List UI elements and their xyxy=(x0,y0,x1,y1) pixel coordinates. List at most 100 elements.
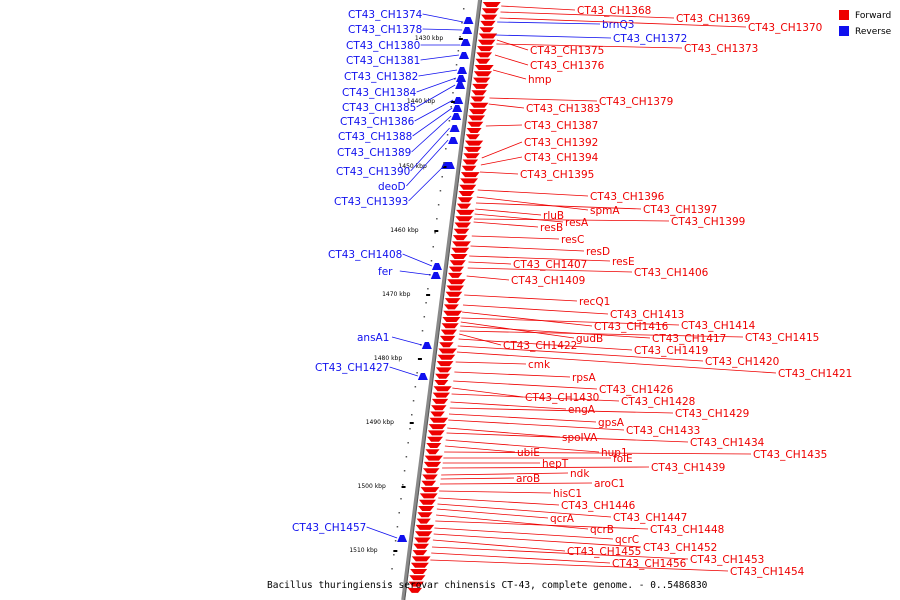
tick-label: 1490 kbp xyxy=(366,419,394,426)
forward-gene xyxy=(439,342,454,348)
forward-gene-label: CT43_CH1414 xyxy=(681,320,756,332)
forward-gene-label: resA xyxy=(565,217,589,229)
forward-gene xyxy=(429,417,449,423)
reverse-gene xyxy=(457,67,468,74)
forward-gene-label: CT43_CH1435 xyxy=(753,449,827,461)
forward-gene xyxy=(409,575,426,581)
track-dot xyxy=(396,526,399,528)
forward-gene-label: CT43_CH1368 xyxy=(577,5,651,17)
reverse-gene-label: CT43_CH1457 xyxy=(292,522,366,534)
forward-gene xyxy=(477,46,494,52)
forward-gene-label: folE xyxy=(613,453,633,465)
tick-mark xyxy=(426,294,431,296)
forward-gene xyxy=(448,272,463,278)
forward-gene xyxy=(427,430,445,436)
forward-gene-label: hepT xyxy=(542,458,569,470)
forward-gene xyxy=(437,354,456,360)
forward-gene-label: hisC1 xyxy=(553,488,582,500)
forward-gene xyxy=(444,298,461,304)
tick-mark xyxy=(409,422,414,424)
reverse-gene-label: CT43_CH1380 xyxy=(346,40,420,52)
forward-leader-line xyxy=(462,311,593,327)
forward-gene-label: CT43_CH1420 xyxy=(705,356,779,368)
forward-leader-line xyxy=(460,325,651,339)
tick-mark xyxy=(450,101,455,103)
track-dot xyxy=(403,470,406,472)
forward-gene-label: CT43_CH1452 xyxy=(643,542,717,554)
forward-gene xyxy=(481,8,500,14)
forward-gene xyxy=(455,216,473,222)
reverse-gene xyxy=(448,137,459,144)
track-dot xyxy=(411,414,413,416)
tick-label: 1470 kbp xyxy=(382,291,410,298)
reverse-gene xyxy=(460,39,471,46)
forward-leader-line xyxy=(448,413,597,423)
track-dot xyxy=(421,330,424,332)
reverse-leader-line xyxy=(406,139,449,187)
forward-leader-line xyxy=(452,387,524,398)
forward-gene xyxy=(440,335,456,341)
forward-gene-label: CT43_CH1417 xyxy=(652,333,726,345)
track-dot xyxy=(412,400,415,402)
forward-leader-line xyxy=(481,141,523,159)
forward-gene xyxy=(435,367,452,373)
forward-gene-label: CT43_CH1448 xyxy=(650,524,724,536)
forward-gene-label: CT43_CH1369 xyxy=(676,13,750,25)
reverse-gene-label: CT43_CH1372 xyxy=(613,33,687,45)
track-dot xyxy=(400,498,402,500)
forward-leader-line xyxy=(492,69,527,80)
forward-gene xyxy=(454,222,472,228)
forward-gene xyxy=(408,581,424,587)
reverse-leader-line xyxy=(497,21,601,25)
reverse-leader-line xyxy=(408,164,446,202)
forward-gene xyxy=(464,146,482,152)
forward-gene-label: qcrB xyxy=(590,524,614,536)
reverse-gene xyxy=(452,105,463,112)
forward-gene xyxy=(419,499,436,505)
forward-leader-line xyxy=(473,221,539,228)
forward-gene xyxy=(460,172,480,178)
forward-leader-line xyxy=(489,97,598,102)
forward-gene xyxy=(410,569,428,574)
forward-gene-label: CT43_CH1396 xyxy=(590,191,665,203)
reverse-gene xyxy=(421,342,432,349)
forward-gene xyxy=(423,461,442,467)
forward-gene xyxy=(445,291,463,297)
forward-leader-line xyxy=(440,482,593,485)
track-dot xyxy=(457,50,460,52)
forward-gene xyxy=(456,209,475,215)
forward-leader-line xyxy=(461,317,680,326)
reverse-gene-label: CT43_CH1384 xyxy=(342,87,417,99)
tick-label: 1430 kbp xyxy=(415,35,443,42)
forward-leader-line xyxy=(458,338,633,351)
forward-gene xyxy=(423,468,440,474)
tick-mark xyxy=(393,550,398,552)
forward-leader-line xyxy=(470,245,585,252)
forward-gene xyxy=(421,480,437,486)
forward-gene xyxy=(462,159,479,165)
forward-leader-line xyxy=(459,333,502,346)
forward-gene-label: resC xyxy=(561,234,584,246)
forward-gene xyxy=(471,90,487,96)
reverse-gene-label: CT43_CH1427 xyxy=(315,362,389,374)
reverse-leader-line xyxy=(416,84,456,108)
forward-leader-line xyxy=(499,17,747,28)
reverse-gene xyxy=(462,27,473,34)
forward-gene xyxy=(481,14,498,20)
forward-gene-label: rluB xyxy=(543,210,564,222)
forward-gene-label: CT43_CH1376 xyxy=(530,60,605,72)
track-dot xyxy=(409,428,411,430)
forward-leader-line xyxy=(464,294,578,302)
track-dot xyxy=(391,568,393,570)
reverse-gene-label: CT43_CH1381 xyxy=(346,55,420,67)
forward-leader-line xyxy=(448,419,625,431)
forward-gene xyxy=(436,361,454,367)
track-dot xyxy=(423,316,426,318)
forward-gene-label: CT43_CH1395 xyxy=(520,169,594,181)
forward-gene xyxy=(416,518,431,524)
forward-gene xyxy=(443,310,463,316)
forward-leader-line xyxy=(462,304,609,315)
legend: Forward Reverse xyxy=(839,10,892,37)
forward-leader-line xyxy=(477,189,589,197)
